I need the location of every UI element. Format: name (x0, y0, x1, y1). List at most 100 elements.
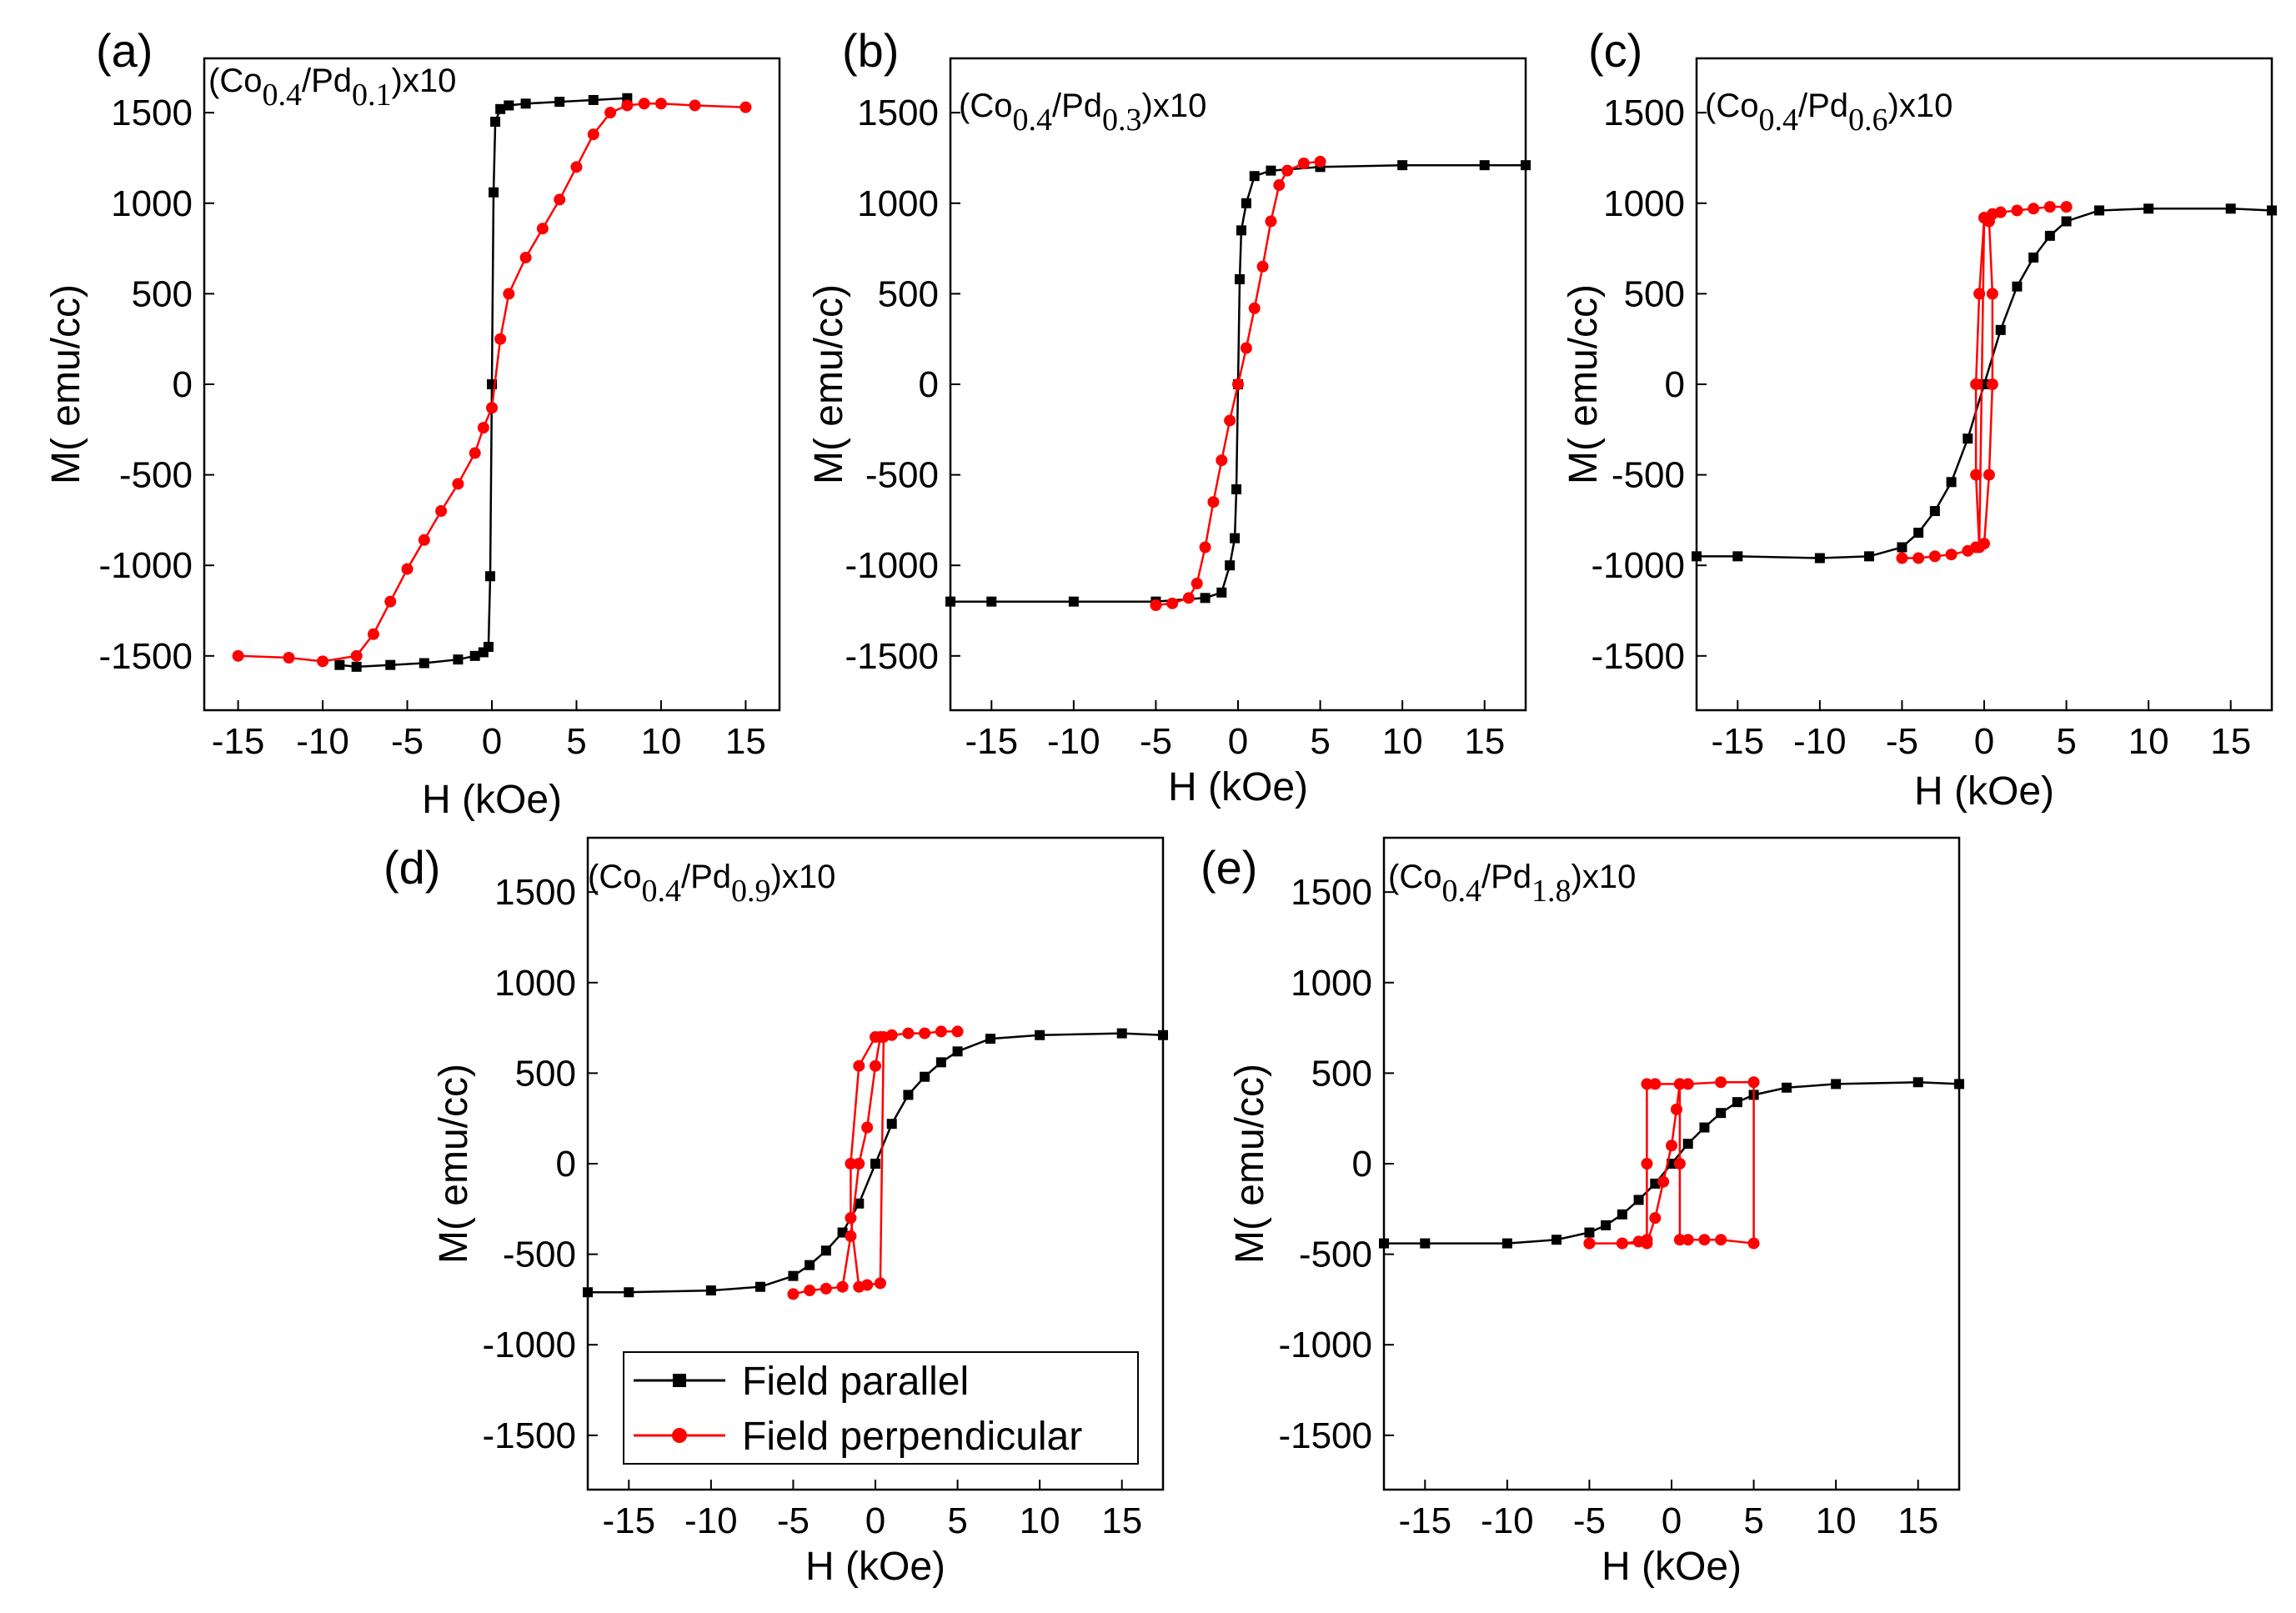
x-tick-label: -15 (965, 721, 1018, 762)
y-tick-label: 0 (173, 364, 193, 405)
data-point (1970, 468, 1983, 481)
x-tick-label: 15 (1464, 721, 1505, 762)
data-point (820, 1245, 831, 1256)
data-point (469, 447, 481, 459)
y-tick-label: 500 (515, 1053, 576, 1094)
data-point (1207, 496, 1220, 508)
data-point (853, 1280, 865, 1293)
data-point (1240, 342, 1252, 354)
y-tick-label: 1000 (494, 963, 576, 1004)
data-point (788, 1270, 799, 1281)
panel-e: (e) (Co0.4/Pd1.8)x10 -15 -10 -5 0 5 10 15 -1500… (1201, 836, 1964, 1589)
data-point (1649, 1078, 1662, 1090)
data-point (401, 563, 414, 575)
y-tick-label: -1500 (845, 636, 939, 677)
data-point (419, 658, 429, 669)
y-tick-label: 0 (556, 1144, 576, 1185)
data-point (1946, 477, 1957, 488)
x-tick-label: -10 (296, 721, 349, 762)
data-point (1199, 541, 1211, 554)
data-point (886, 1119, 897, 1130)
data-point (489, 187, 499, 198)
legend-item-perpendicular: Field perpendicular (634, 1415, 1082, 1459)
panel-letter: (c) (1588, 24, 1642, 77)
plot-area: -15 -10 -5 0 5 10 15 -1500 -1000 -500 0 500 1000 1500 (1278, 872, 1964, 1541)
series-perpendicular (1583, 1076, 1760, 1250)
x-tick-label: 10 (2128, 721, 2169, 762)
legend-label: Field perpendicular (742, 1415, 1082, 1459)
data-point (654, 98, 667, 110)
x-tick-label: 5 (566, 721, 586, 762)
series-line (793, 1030, 958, 1295)
series-line (339, 97, 628, 669)
data-point (1831, 1079, 1842, 1090)
data-point (985, 1034, 995, 1044)
y-tick-label: 1000 (111, 183, 193, 224)
x-tick-label: -15 (1398, 1500, 1451, 1541)
data-point (1715, 1076, 1727, 1089)
x-tick-label: -5 (1140, 721, 1172, 762)
data-point (1994, 206, 2007, 218)
data-point (935, 1057, 946, 1068)
data-point (845, 1158, 857, 1170)
plot-frame (1382, 836, 1961, 1491)
y-tick-label: 1500 (1603, 93, 1685, 133)
data-point (1256, 260, 1269, 273)
y-axis-title: M( emu/cc) (1562, 284, 1606, 484)
data-point (1670, 1103, 1682, 1115)
series-perpendicular (787, 1025, 964, 1300)
data-point (787, 1288, 800, 1300)
x-axis-title: H (kOe) (805, 1545, 945, 1589)
y-tick-label: -1000 (98, 545, 193, 586)
x-axis-title: H (kOe) (1602, 1545, 1742, 1589)
data-point (1182, 592, 1195, 604)
panel-b: (b) (Co0.4/Pd0.3)x10 -15 -10 -5 0 5 10 15 -1500… (807, 24, 1531, 809)
data-point (494, 333, 507, 345)
data-point (1912, 1077, 1923, 1088)
y-tick-label: 500 (1311, 1053, 1372, 1094)
data-point (1273, 179, 1286, 192)
sample-label: (Co0.4/Pd0.1)x10 (208, 63, 456, 113)
panel-letter: (a) (96, 24, 153, 77)
data-point (920, 1071, 930, 1082)
y-tick-label: 0 (919, 364, 939, 405)
panel-c: (c) (Co0.4/Pd0.6)x10 -15 -10 -5 0 5 10 15 -1500… (1562, 24, 2277, 814)
x-tick-label: -15 (212, 721, 265, 762)
data-point (232, 649, 244, 662)
data-point (621, 99, 634, 112)
data-point (1896, 552, 1908, 564)
data-point (452, 478, 464, 490)
sample-label: (Co0.4/Pd0.3)x10 (959, 88, 1206, 138)
legend: Field parallel Field perpendicular (623, 1351, 1139, 1465)
x-tick-label: 15 (1897, 1500, 1938, 1541)
data-point (874, 1277, 886, 1290)
data-point (755, 1281, 765, 1292)
data-point (1983, 468, 1995, 481)
data-point (1297, 157, 1310, 169)
x-tick-label: 15 (1101, 1500, 1142, 1541)
data-point (2060, 201, 2073, 213)
data-point (1716, 1108, 1727, 1119)
data-point (1314, 155, 1326, 168)
panel-d: (d) (Co0.4/Pd0.9)x10 -15 -10 -5 0 5 10 15 -1500… (384, 836, 1168, 1589)
data-point (845, 1230, 857, 1242)
data-point (2061, 216, 2072, 227)
plot-area: -15 -10 -5 0 5 10 15 -1500 -1000 -500 0 500 1000 1500 (845, 93, 1531, 762)
series-perpendicular (1150, 155, 1326, 612)
y-tick-label: 0 (1352, 1144, 1372, 1185)
data-point (1116, 1028, 1127, 1039)
data-point (1584, 1227, 1595, 1238)
data-point (2028, 252, 2039, 263)
data-point (2012, 281, 2023, 292)
data-point (854, 1198, 865, 1209)
x-tick-label: 5 (1743, 1500, 1763, 1541)
x-tick-label: 5 (2056, 721, 2076, 762)
data-point (1601, 1220, 1612, 1230)
data-point (453, 654, 464, 665)
x-axis-title: H (kOe) (422, 778, 562, 822)
data-point (1995, 324, 2006, 335)
data-point (1200, 593, 1211, 604)
data-point (986, 596, 997, 607)
data-point (477, 422, 489, 434)
legend-label: Field parallel (742, 1360, 969, 1404)
